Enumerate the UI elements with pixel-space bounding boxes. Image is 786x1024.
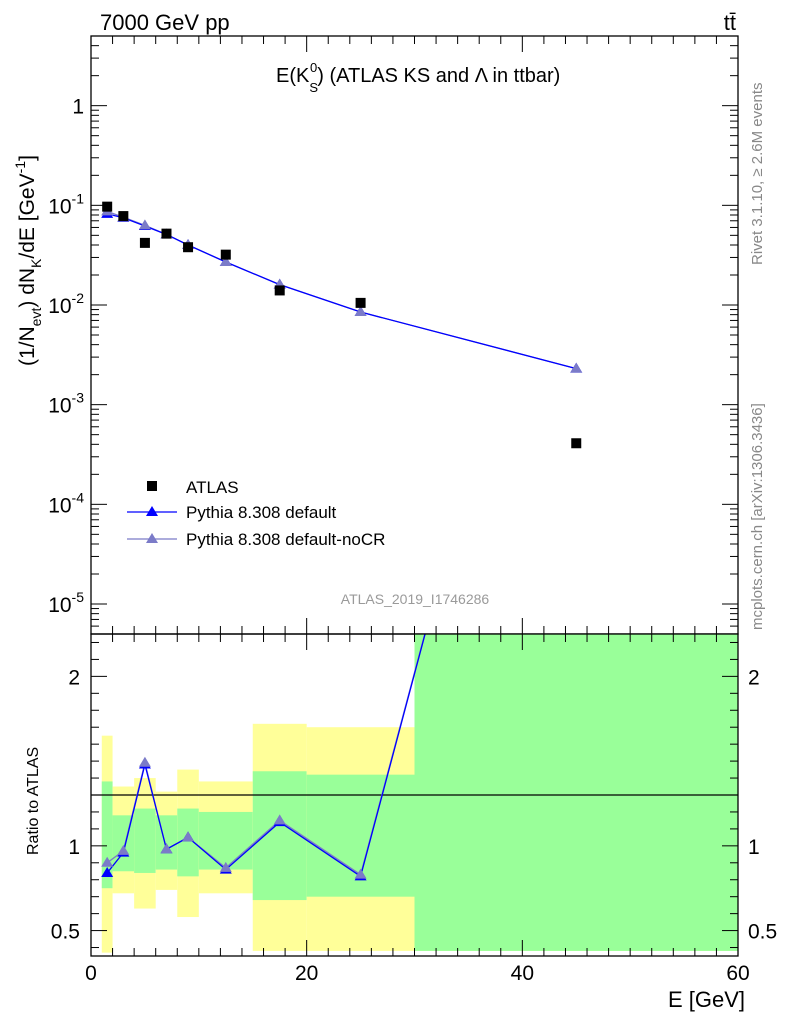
- upper-panel: 1 10-1 10-2 10-3 10-4 10-5 E(KS 0) (ATLAS KS a…: [12, 35, 739, 635]
- analysis-id: ATLAS_2019_I1746286: [341, 591, 490, 607]
- title-sub: S: [309, 80, 318, 95]
- x-tick-label: 20: [295, 962, 318, 985]
- title-sup: 0: [310, 60, 317, 75]
- x-tick-label: 60: [726, 962, 749, 985]
- lower-panel: 0.5 0.51 12 20 20 40 60 Ratio to ATLAS E [GeV]: [25, 633, 777, 1012]
- y-tick-label: 10-2: [48, 290, 84, 318]
- lower-tick-labels: 0.5 0.51 12 20 20 40 60: [51, 666, 777, 985]
- ratio-point-pythia-nocr: [117, 844, 130, 855]
- upper-ticks: [90, 35, 739, 634]
- series-line-pythia-default: [107, 213, 577, 370]
- ylabel-sub2: K: [28, 258, 44, 268]
- ratio-point-pythia-nocr: [138, 756, 151, 767]
- legend-label-pythia-nocr: Pythia 8.308 default-noCR: [186, 530, 385, 549]
- legend: ATLAS Pythia 8.308 default Pythia 8.308 …: [127, 478, 385, 549]
- ratio-band-inner: [414, 634, 738, 951]
- upper-y-tick-labels: 1 10-1 10-2 10-3 10-4 10-5: [48, 96, 84, 617]
- point-atlas: [139, 237, 150, 248]
- y-tick-label: 10-1: [48, 190, 84, 218]
- point-pythia-nocr: [570, 362, 583, 373]
- legend-marker-atlas: [147, 481, 157, 491]
- title-rest: ) (ATLAS KS and Λ in ttbar): [317, 65, 560, 87]
- point-atlas: [220, 249, 231, 260]
- lower-ticks: [90, 634, 739, 956]
- ratio-band-inner: [198, 811, 253, 870]
- ratio-bands: [101, 634, 738, 953]
- point-atlas: [355, 297, 366, 308]
- point-atlas: [102, 201, 113, 212]
- x-axis-label: E [GeV]: [668, 987, 745, 1012]
- y-tick-label: 10-3: [48, 390, 84, 418]
- ratio-point-pythia-default: [101, 866, 114, 877]
- ratio-y-tick-label: 1: [68, 836, 80, 859]
- rivet-version-label: Rivet 3.1.10, ≥ 2.6M events: [749, 83, 766, 266]
- ratio-y-tick-label: 0.5: [51, 921, 80, 944]
- x-tick-label: 0: [85, 962, 97, 985]
- ylabel-end: ]: [16, 155, 39, 161]
- title-main: E(K: [276, 65, 310, 87]
- y-tick-label: 10-5: [48, 589, 84, 617]
- ratio-band-inner: [101, 781, 113, 889]
- ratio-band-inner: [134, 808, 156, 873]
- ratio-point-pythia-nocr: [219, 861, 232, 872]
- ylabel-sub1: evt: [28, 308, 44, 327]
- ratio-point-pythia-nocr: [101, 856, 114, 867]
- ratio-y-tick-label: 2: [68, 666, 80, 689]
- ylabel-mid: ) dN: [16, 268, 39, 308]
- upper-marks: [101, 201, 583, 449]
- ylabel-pre: (1/N: [16, 326, 39, 366]
- legend-marker-pythia-nocr: [146, 533, 158, 543]
- header-left: 7000 GeV pp: [100, 10, 230, 35]
- ratio-point-pythia-nocr: [160, 843, 173, 854]
- point-atlas: [571, 438, 582, 449]
- ratio-band-inner: [177, 808, 199, 877]
- ylabel-sup: -1: [12, 161, 28, 174]
- plot-title: E(KS 0) (ATLAS KS and Λ in ttbar): [276, 60, 560, 95]
- ratio-y-tick-label-right: 0.5: [748, 921, 777, 944]
- series-line-pythia-nocr: [106, 210, 577, 370]
- point-atlas: [183, 242, 194, 253]
- header-right: tt̄: [724, 10, 736, 35]
- lower-marks: [101, 634, 426, 881]
- ratio-y-tick-label-right: 1: [748, 836, 760, 859]
- ratio-point-pythia-nocr: [273, 814, 286, 825]
- point-atlas: [274, 285, 285, 296]
- mcplots-label: mcplots.cern.ch [arXiv:1306.3436]: [749, 403, 766, 630]
- ratio-band-inner: [155, 815, 178, 870]
- ratio-band-inner: [252, 771, 307, 901]
- y-tick-label: 10-4: [48, 489, 84, 517]
- legend-marker-pythia-default: [146, 506, 158, 516]
- ylabel-post: /dE [GeV: [16, 173, 39, 258]
- ratio-y-label: Ratio to ATLAS: [25, 747, 42, 855]
- point-atlas: [118, 211, 129, 222]
- point-pythia-nocr: [138, 219, 151, 230]
- y-tick-label: 1: [72, 96, 84, 119]
- ratio-point-pythia-nocr: [182, 831, 195, 842]
- y-axis-label: (1/Nevt) dNK/dE [GeV-1]: [12, 155, 44, 366]
- point-pythia-nocr: [219, 256, 232, 267]
- ratio-y-tick-label-right: 2: [748, 666, 760, 689]
- point-pythia-nocr: [354, 306, 367, 317]
- legend-label-pythia-default: Pythia 8.308 default: [186, 503, 337, 522]
- x-tick-label: 40: [511, 962, 534, 985]
- legend-label-atlas: ATLAS: [186, 478, 239, 497]
- point-atlas: [161, 228, 172, 239]
- ratio-point-pythia-nocr: [354, 868, 367, 879]
